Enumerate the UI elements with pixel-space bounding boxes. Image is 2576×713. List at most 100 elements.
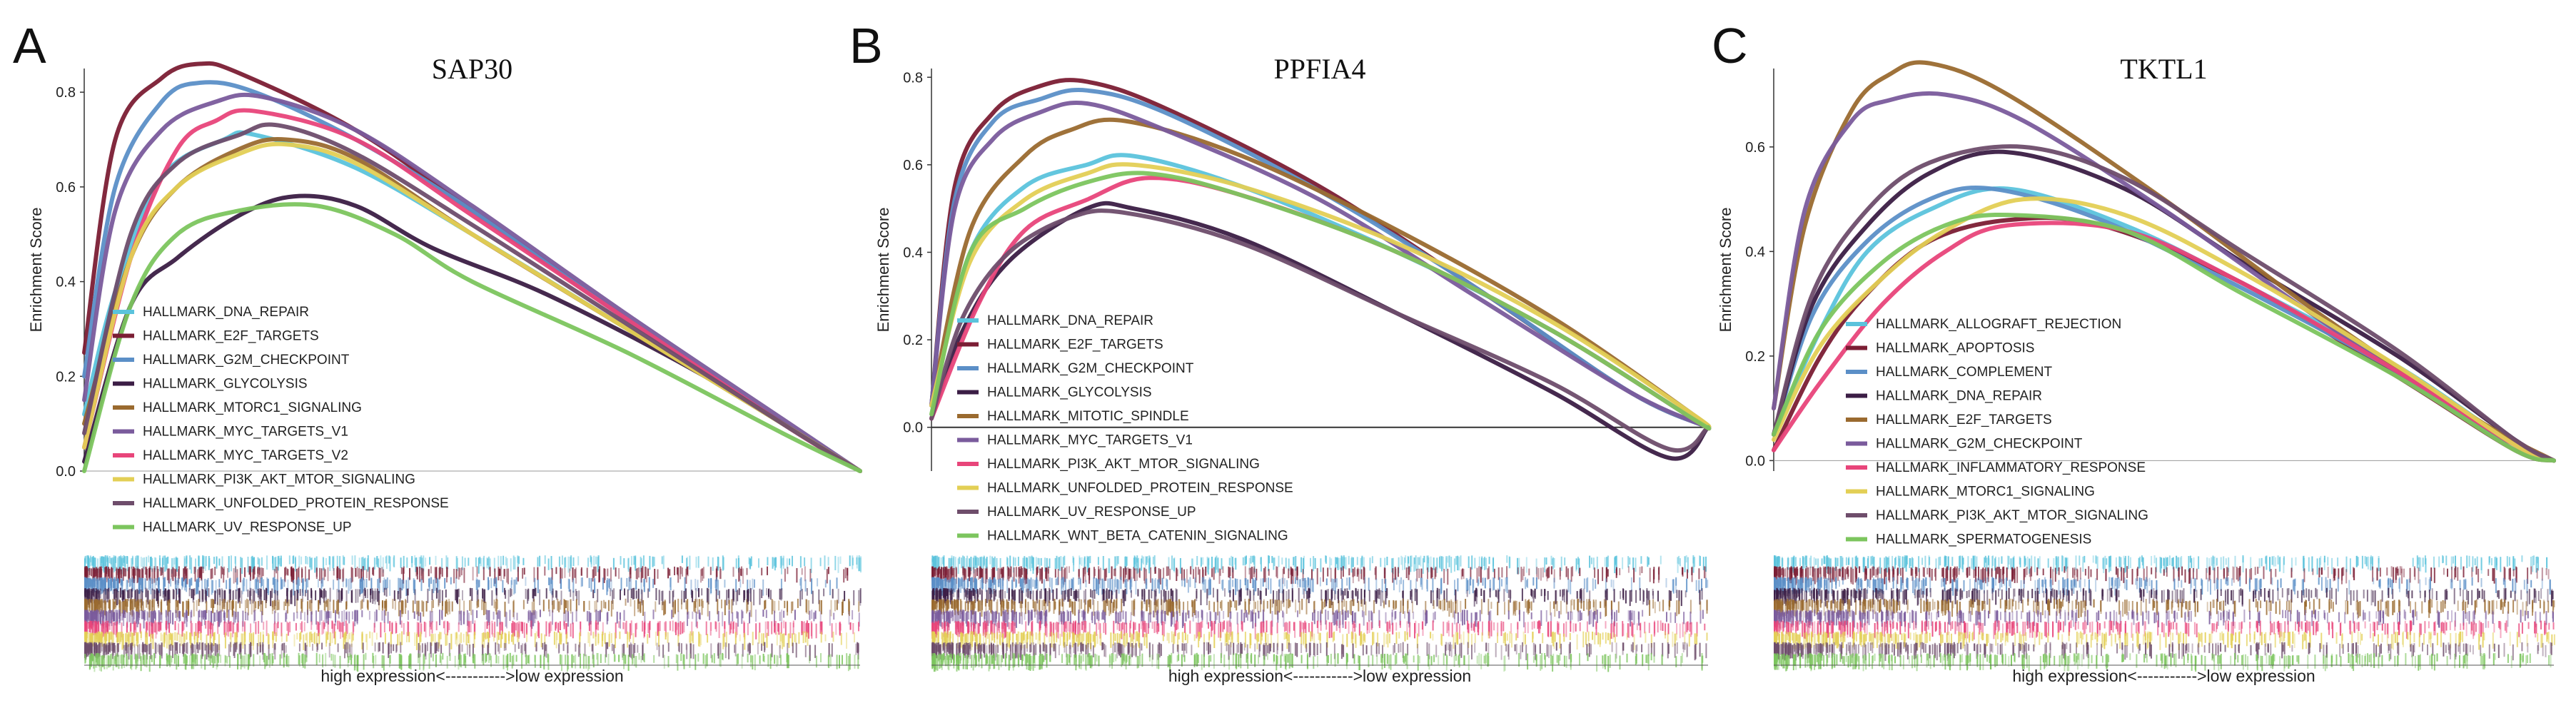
hit-mark	[223, 599, 226, 610]
hit-mark	[85, 610, 87, 617]
hit-mark	[425, 557, 427, 567]
hit-mark	[804, 557, 806, 567]
hit-mark	[522, 567, 524, 579]
hit-mark	[420, 567, 423, 576]
hit-mark	[1206, 557, 1208, 573]
hit-mark	[1236, 579, 1238, 592]
hit-mark	[139, 569, 141, 581]
hit-mark	[1566, 590, 1568, 605]
hit-mark	[189, 555, 191, 570]
hit-mark	[164, 577, 166, 587]
hit-mark	[854, 632, 855, 643]
hit-mark	[261, 600, 263, 615]
hit-mark	[1410, 580, 1412, 590]
hit-mark	[489, 567, 491, 577]
hit-mark	[492, 623, 494, 637]
hit-mark	[1325, 578, 1328, 585]
hit-mark	[1198, 569, 1201, 584]
hit-mark	[950, 590, 951, 605]
hit-mark	[234, 632, 236, 645]
hit-mark	[151, 600, 153, 615]
hit-mark	[565, 557, 567, 567]
hit-mark	[590, 578, 592, 592]
hit-mark	[168, 644, 171, 658]
hit-mark	[610, 633, 612, 643]
legend-label: HALLMARK_MITOTIC_SPINDLE	[987, 409, 1189, 424]
hit-mark	[1138, 557, 1140, 573]
hit-mark	[159, 558, 161, 572]
hit-mark	[86, 644, 89, 652]
hit-mark	[615, 622, 617, 639]
hit-mark	[1168, 590, 1170, 600]
hit-mark	[655, 601, 657, 612]
hit-mark	[92, 569, 94, 582]
hit-mark	[244, 600, 246, 613]
hit-mark	[455, 569, 458, 579]
hit-mark	[1352, 557, 1354, 567]
hit-mark	[389, 580, 391, 596]
hit-mark	[321, 642, 323, 649]
y-tick-label: 0.0	[56, 464, 76, 480]
hit-mark	[1130, 580, 1132, 593]
hit-mark	[329, 632, 331, 646]
hit-mark	[393, 555, 395, 567]
hit-mark	[305, 578, 308, 593]
hit-mark	[231, 600, 233, 610]
hit-mark	[1518, 602, 1520, 615]
hit-mark	[96, 590, 99, 606]
hit-mark	[682, 567, 683, 577]
hit-mark	[199, 567, 201, 577]
hit-mark	[729, 623, 732, 634]
hit-mark	[1297, 579, 1299, 588]
hit-mark	[1355, 588, 1357, 597]
hit-mark	[324, 611, 326, 627]
hit-mark	[1352, 569, 1354, 584]
hit-mark	[338, 611, 340, 619]
hit-mark	[408, 655, 410, 669]
hit-mark	[746, 599, 748, 614]
hit-mark	[1302, 569, 1304, 582]
hit-mark	[580, 577, 582, 587]
hit-mark	[347, 642, 349, 658]
hit-mark	[1402, 591, 1404, 598]
hit-mark	[86, 622, 88, 634]
hit-mark	[236, 632, 238, 648]
hit-mark	[973, 557, 975, 574]
hit-mark	[1361, 555, 1363, 566]
hit-mark	[468, 557, 470, 566]
hit-mark	[432, 611, 433, 622]
hit-mark	[211, 599, 213, 608]
hit-mark	[1202, 567, 1203, 583]
hit-mark	[676, 567, 678, 575]
hit-mark	[602, 577, 604, 590]
hit-mark	[447, 557, 449, 570]
hit-mark	[166, 557, 168, 570]
hit-mark	[248, 633, 251, 643]
hit-mark	[761, 590, 763, 598]
hit-mark	[214, 567, 216, 575]
hit-mark	[1151, 589, 1153, 599]
legend-label: HALLMARK_DNA_REPAIR	[143, 305, 309, 320]
hit-mark	[497, 555, 500, 567]
hit-mark	[249, 587, 251, 605]
hit-mark	[505, 655, 507, 668]
hit-mark	[676, 623, 678, 630]
hit-mark	[530, 620, 532, 637]
hit-mark	[630, 620, 632, 636]
hit-mark	[713, 653, 715, 664]
hit-mark	[1085, 580, 1087, 587]
hit-mark	[484, 622, 486, 638]
hit-mark	[356, 610, 358, 624]
hit-mark	[263, 579, 265, 590]
hit-mark	[1240, 588, 1242, 602]
hit-mark	[320, 610, 323, 621]
hit-mark	[266, 555, 268, 570]
hit-mark	[429, 620, 431, 637]
hit-mark	[986, 567, 988, 582]
hit-mark	[815, 655, 817, 668]
hit-mark	[485, 632, 487, 639]
hit-mark	[623, 643, 625, 656]
hit-mark	[483, 555, 485, 570]
hit-mark	[399, 587, 401, 602]
hit-mark	[675, 622, 676, 633]
